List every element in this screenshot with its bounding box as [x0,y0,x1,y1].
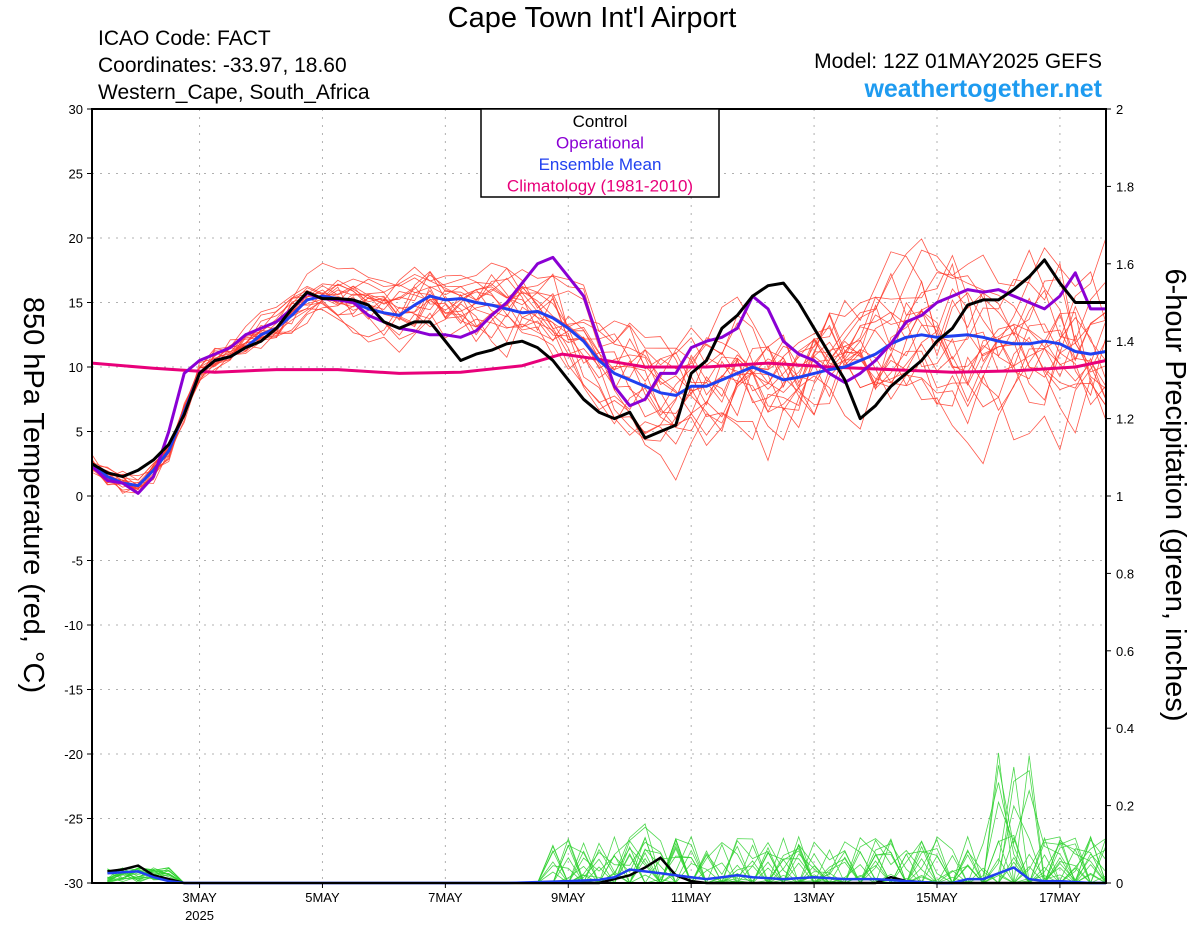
y2-axis-label: 6-hour Precipitation (green, inches) [1159,269,1191,722]
ensemble-temperature-member [91,285,1107,488]
ensemble-temperature-member [91,290,1107,487]
y-tick-label: 10 [69,360,83,375]
x-tick-label: 7MAY [428,890,463,905]
y-tick-label: 25 [69,167,83,182]
y2-tick-label: 1.2 [1116,412,1134,427]
y-tick-label: 15 [69,296,83,311]
ensemble-temperature-members [91,237,1107,495]
y2-tick-label: 1.6 [1116,257,1134,272]
x-tick-label: 15MAY [916,890,958,905]
x-tick-label: 3MAY [182,890,217,905]
legend-entry: Control [573,112,628,131]
y-tick-label: 5 [76,425,83,440]
ensemble-precipitation-member [107,765,1106,884]
series-lines [90,255,1107,885]
chart-title: Cape Town Int'l Airport [447,2,737,34]
y-tick-label: -30 [64,876,83,891]
grid-lines [92,109,1106,883]
ensemble-temperature-member [91,278,1107,490]
y2-tick-label: 1.8 [1116,179,1134,194]
x-tick-label: 17MAY [1039,890,1081,905]
x-tick-label: 13MAY [793,890,835,905]
y-tick-label: 20 [69,231,83,246]
y-axis-label: 850 hPa Temperature (red, °C) [17,297,49,693]
y2-tick-label: 0.8 [1116,566,1134,581]
ensemble-precipitation-member [107,782,1106,885]
y2-tick-label: 2 [1116,102,1123,117]
ensemble-temperature-member [91,267,1107,481]
y2-tick-label: 0.6 [1116,644,1134,659]
x-tick-label: 5MAY [305,890,340,905]
ensemble-precipitation-member [107,770,1107,884]
ensemble-precipitation-member [107,766,1107,884]
website-link[interactable]: weathertogether.net [864,75,1102,103]
ensemble-temperature-member [91,277,1107,488]
y2-tick-label: 1 [1116,489,1123,504]
y-tick-label: -20 [64,747,83,762]
coordinates: Coordinates: -33.97, 18.60 [98,54,347,77]
y2-tick-label: 1.4 [1116,334,1134,349]
y-tick-label: 30 [69,102,83,117]
ensemble-precipitation-members [107,752,1107,885]
region: Western_Cape, South_Africa [98,81,370,104]
y-tick-label: -5 [71,554,83,569]
ensemble-mean-line [91,294,1107,488]
legend-entry: Operational [556,134,644,153]
y2-tick-label: 0.2 [1116,799,1134,814]
icao-code: ICAO Code: FACT [98,27,271,50]
y-tick-label: -10 [64,618,83,633]
legend-box [480,108,720,198]
x-tick-label: 11MAY [671,890,712,905]
legend-entry: Climatology (1981-2010) [507,177,693,196]
x-tick-label: 9MAY [551,890,586,905]
legend: Control Operational Ensemble Mean Climatolo… [480,108,720,198]
y-tick-label: 0 [76,489,83,504]
x-tick-year: 2025 [185,908,214,923]
y-tick-label: -25 [64,812,83,827]
y2-tick-label: 0.4 [1116,721,1134,736]
control-line [91,258,1106,479]
model-run: Model: 12Z 01MAY2025 GEFS [814,50,1102,73]
ensemble-temperature-member [91,273,1107,491]
y-tick-label: -15 [64,683,83,698]
operational-line [90,255,1106,495]
y2-axis-ticks: 2 1.8 1.6 1.4 1.2 1 0.8 0.6 0.4 0.2 0 [1106,102,1134,891]
legend-entry: Ensemble Mean [539,155,662,174]
x-axis-ticks: 3MAY 2025 5MAY 7MAY 9MAY 11MAY 13MAY 15MAY 17MAY [182,883,1081,923]
y-axis-ticks: 30 25 20 15 10 5 0 -5 -10 -15 -20 -25 -30 [64,102,92,891]
ensemble-temperature-member [91,278,1107,495]
y2-tick-label: 0 [1116,876,1123,891]
